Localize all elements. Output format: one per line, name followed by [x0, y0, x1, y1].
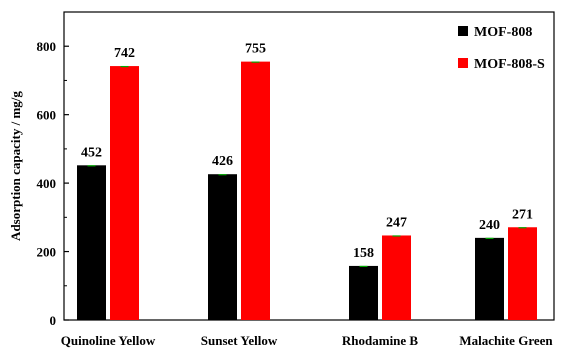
x-tick-label-3: Malachite Green	[459, 333, 553, 348]
y-tick-label-600: 600	[37, 108, 57, 123]
bars	[77, 61, 537, 321]
x-tick-label-1: Sunset Yellow	[201, 333, 278, 348]
data-label-mof-808-2: 158	[353, 246, 374, 261]
bar-mof-808-2	[349, 265, 378, 320]
legend-label-mof-808-s: MOF-808-S	[474, 57, 545, 72]
legend-swatch-mof-808-s	[458, 58, 468, 68]
legend-label-mof-808: MOF-808	[474, 25, 532, 40]
bar-mof-808-3	[475, 237, 504, 320]
data-label-mof-808-s-1: 755	[245, 42, 266, 57]
data-label-mof-808-s-3: 271	[512, 207, 533, 222]
x-axis: Quinoline Yellow Sunset Yellow Rhodamine B…	[61, 333, 554, 348]
y-axis-title: Adsorption capacity / mg/g	[8, 91, 23, 241]
x-tick-label-2: Rhodamine B	[342, 333, 419, 348]
bar-mof-808-1	[208, 174, 237, 320]
data-label-mof-808-1: 426	[212, 154, 233, 169]
legend-swatch-mof-808	[458, 26, 468, 36]
bar-mof-808-s-0	[110, 66, 139, 321]
x-tick-label-0: Quinoline Yellow	[61, 333, 156, 348]
bar-mof-808-s-3	[508, 227, 537, 320]
data-label-mof-808-s-0: 742	[114, 46, 135, 61]
bar-mof-808-0	[77, 165, 106, 320]
y-tick-label-0: 0	[50, 313, 57, 328]
bar-mof-808-s-1	[241, 61, 270, 320]
data-label-mof-808-0: 452	[81, 145, 102, 160]
y-axis: 0 200 400 600 800	[37, 39, 69, 328]
plot-frame	[63, 11, 555, 321]
y-tick-label-400: 400	[37, 176, 57, 191]
y-tick-label-200: 200	[37, 245, 57, 260]
data-label-mof-808-s-2: 247	[386, 215, 407, 230]
y-tick-label-800: 800	[37, 39, 57, 54]
legend: MOF-808 MOF-808-S	[458, 25, 545, 72]
bar-mof-808-s-2	[382, 235, 411, 320]
data-label-mof-808-3: 240	[479, 218, 500, 233]
data-labels: 452 742 426 755 158 247 240 271	[81, 42, 533, 261]
